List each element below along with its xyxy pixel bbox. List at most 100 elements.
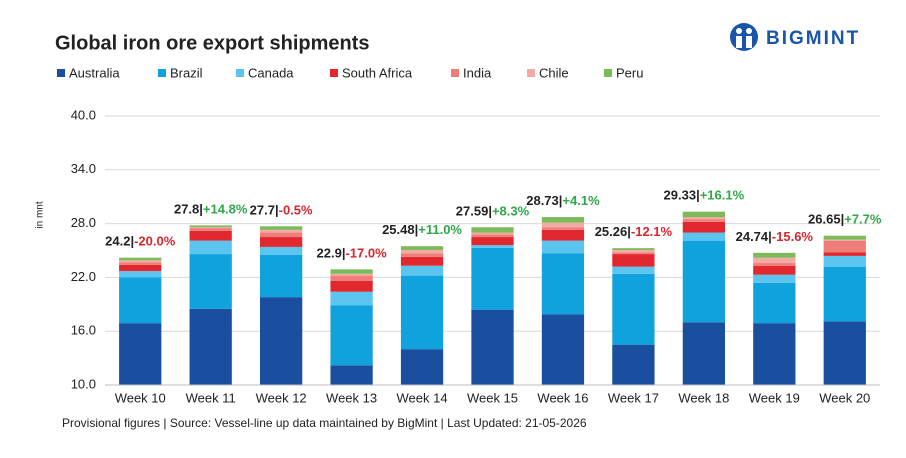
bar-segment <box>119 264 162 272</box>
total-label: 26.65 <box>808 212 841 227</box>
bar-segment <box>260 246 303 255</box>
x-tick-label: Week 11 <box>186 390 236 405</box>
legend-label: Canada <box>248 65 294 80</box>
bar-segment <box>330 280 373 292</box>
bar-segment <box>823 321 866 385</box>
bar-segment <box>400 349 444 385</box>
total-label: 24.2 <box>105 234 130 249</box>
bar-segment <box>682 232 725 241</box>
label-separator: | <box>627 225 631 240</box>
bar-segment <box>330 275 373 281</box>
y-tick-label: 28.0 <box>71 215 96 230</box>
bar-annotation: 25.26|-12.1% <box>595 225 673 240</box>
bar-segment <box>823 240 866 253</box>
total-label: 27.59 <box>456 204 489 219</box>
bar-segment <box>330 269 373 274</box>
logo-icon-part <box>736 36 742 48</box>
bar-segment <box>189 228 232 231</box>
bar-segment <box>119 260 162 263</box>
bar-annotation: 27.8|+14.8% <box>174 202 248 217</box>
bar-segment <box>119 323 162 385</box>
bar-annotation: 24.2|-20.0% <box>105 234 176 249</box>
x-tick-label: Week 10 <box>115 390 166 405</box>
bar-segment <box>753 323 796 385</box>
bar-segment <box>260 297 303 385</box>
bar-annotation: 27.59|+8.3% <box>456 204 530 219</box>
x-tick-label: Week 20 <box>819 390 870 405</box>
label-separator: | <box>342 246 346 261</box>
bar-annotation: 28.73|+4.1% <box>526 193 600 208</box>
legend-label: Peru <box>616 65 643 80</box>
total-label: 22.9 <box>317 246 342 261</box>
legend-label: Chile <box>539 65 569 80</box>
bar-segment <box>541 217 585 223</box>
y-tick-label: 16.0 <box>71 323 96 338</box>
bar-segment <box>823 235 866 240</box>
x-tick-label: Week 14 <box>397 390 448 405</box>
bar-segment <box>541 314 585 385</box>
legend-swatch <box>330 69 338 77</box>
bar-segment <box>260 232 303 238</box>
label-separator: | <box>130 234 134 249</box>
chart-title: Global iron ore export shipments <box>55 32 370 54</box>
bar-segment <box>119 257 162 261</box>
bar-annotation: 25.48|+11.0% <box>382 223 462 238</box>
bar-annotation: 29.33|+16.1% <box>664 188 745 203</box>
bar-segment <box>400 246 444 251</box>
bar-segment <box>682 217 725 220</box>
bar-segment <box>823 255 866 267</box>
legend-swatch <box>236 69 244 77</box>
bar-segment <box>189 254 232 309</box>
total-label: 27.8 <box>174 202 199 217</box>
bar-segment <box>612 252 655 255</box>
x-tick-label: Week 16 <box>537 390 588 405</box>
bar-segment <box>400 256 444 266</box>
bar-segment <box>400 250 444 254</box>
bar-segment <box>753 263 796 266</box>
bar-segment <box>189 225 232 228</box>
change-label: +16.1% <box>700 188 745 203</box>
bar-segment <box>119 277 162 324</box>
bar-segment <box>823 252 866 256</box>
label-separator: | <box>559 193 563 208</box>
bar-segment <box>189 308 232 385</box>
bar-segment <box>260 226 303 230</box>
y-tick-label: 10.0 <box>71 376 96 391</box>
bar-segment <box>400 275 444 350</box>
y-tick-label: 34.0 <box>71 161 96 176</box>
total-label: 25.26 <box>595 225 628 240</box>
bar-segment <box>119 271 162 278</box>
bar-segment <box>682 211 725 218</box>
bar-annotation: 22.9|-17.0% <box>317 246 388 261</box>
bar-segment <box>260 254 303 298</box>
bar-segment <box>612 250 655 253</box>
legend-label: Brazil <box>170 65 203 80</box>
bar-segment <box>612 254 655 267</box>
x-tick-label: Week 15 <box>467 390 518 405</box>
bar-segment <box>330 305 373 366</box>
bar-segment <box>260 237 303 247</box>
logo-icon-part <box>746 36 752 48</box>
bar-segment <box>612 344 655 385</box>
label-separator: | <box>415 223 419 238</box>
bar-segment <box>400 265 444 276</box>
legend-swatch <box>604 69 612 77</box>
bar-segment <box>612 248 655 251</box>
logo-icon-part <box>746 28 752 34</box>
change-label: -20.0% <box>134 234 176 249</box>
bar-annotation: 26.65|+7.7% <box>808 212 882 227</box>
bar-segment <box>753 252 796 258</box>
bar-segment <box>541 253 585 315</box>
change-label: -0.5% <box>279 203 313 218</box>
x-tick-label: Week 17 <box>608 390 659 405</box>
y-tick-label: 40.0 <box>71 107 96 122</box>
bar-segment <box>541 227 585 230</box>
bar-segment <box>541 240 585 254</box>
bar-segment <box>753 274 796 283</box>
bar-segment <box>471 232 514 235</box>
legend-label: India <box>463 65 492 80</box>
bar-segment <box>189 230 232 241</box>
change-label: +4.1% <box>562 193 600 208</box>
bar-segment <box>682 322 725 385</box>
